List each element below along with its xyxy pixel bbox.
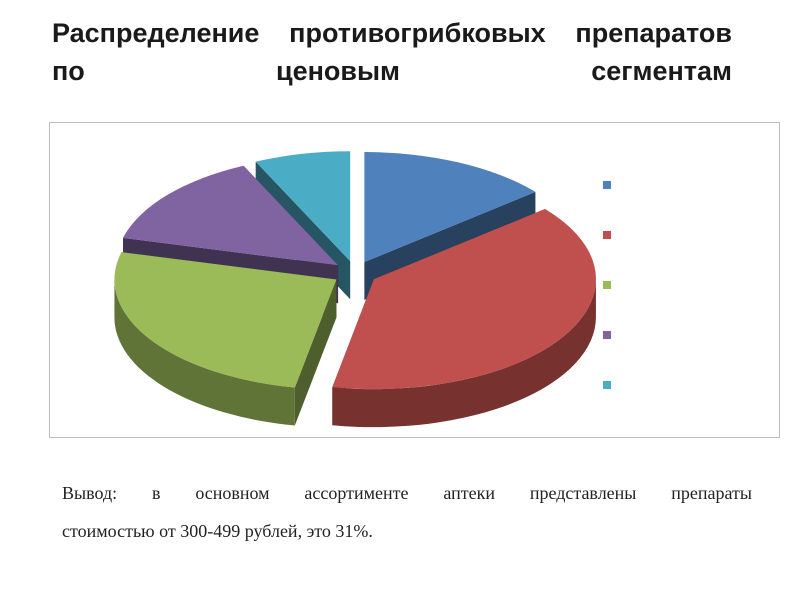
conclusion-word: аптеки <box>443 483 495 503</box>
pie-slice <box>255 151 351 262</box>
pie-slice <box>364 152 536 263</box>
pie-chart-area <box>49 122 780 438</box>
pie-top-layer <box>114 151 596 390</box>
legend-marker <box>603 381 611 389</box>
title-word: Распределение <box>52 18 260 48</box>
legend-marker <box>603 331 611 339</box>
slide-title-line-1: Распределение противогрибковых препаратов <box>52 14 732 52</box>
title-word: препаратов <box>575 18 732 48</box>
pie-slice <box>332 209 596 390</box>
legend-marker <box>603 231 611 239</box>
title-word: по <box>52 56 85 86</box>
conclusion-line-1: Вывод: в основном ассортименте аптеки предста… <box>62 474 752 512</box>
title-word: ценовым <box>275 56 401 86</box>
conclusion-text: Вывод: в основном ассортименте аптеки предста… <box>62 474 752 550</box>
slide-title: Распределение противогрибковых препаратов … <box>52 14 732 90</box>
conclusion-word: ассортименте <box>304 483 409 503</box>
conclusion-word: препараты <box>671 483 752 503</box>
legend-marker <box>603 181 611 189</box>
conclusion-word: Вывод: <box>62 483 118 503</box>
pie-slice-side <box>332 279 596 428</box>
pie-slice-side <box>114 279 295 426</box>
conclusion-word: основном <box>195 483 270 503</box>
title-word: противогрибковых <box>289 18 546 48</box>
conclusion-line-2: стоимостью от 300-499 рублей, это 31%. <box>62 521 373 541</box>
conclusion-word: в <box>151 483 161 503</box>
title-word: сегментам <box>591 56 732 86</box>
pie-chart-svg <box>114 151 611 428</box>
conclusion-word: представлены <box>529 483 637 503</box>
pie-slice <box>123 165 339 266</box>
legend-marker <box>603 281 611 289</box>
slide-title-line-2: по ценовым сегментам <box>52 52 732 90</box>
chart-legend <box>603 181 611 389</box>
pie-slice <box>114 252 337 388</box>
